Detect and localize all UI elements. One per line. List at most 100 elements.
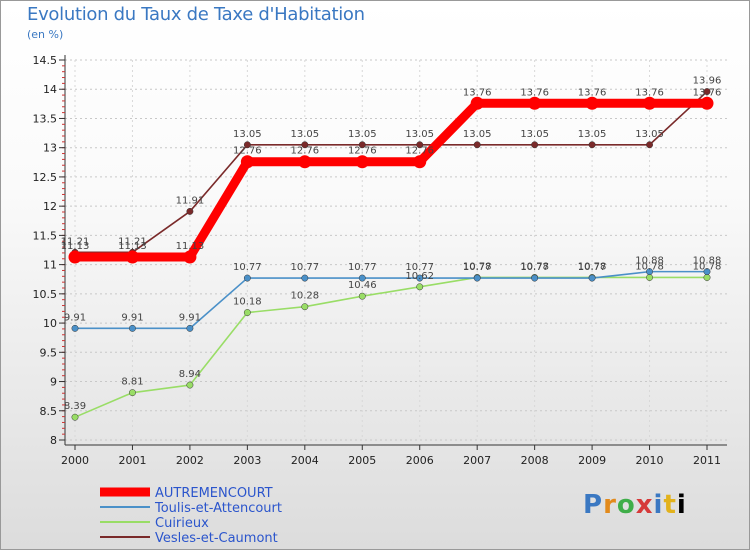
x-tick-label: 2010 xyxy=(636,454,664,467)
data-point xyxy=(186,324,194,332)
data-label: 10.88 xyxy=(635,256,664,267)
data-label: 13.76 xyxy=(578,87,607,98)
data-point xyxy=(413,155,427,169)
data-label: 13.05 xyxy=(290,129,319,140)
data-label: 10.77 xyxy=(463,262,492,273)
data-label: 10.62 xyxy=(405,271,434,282)
y-tick-label: 9.5 xyxy=(40,346,58,359)
data-label: 12.76 xyxy=(405,146,434,157)
data-point xyxy=(129,389,136,397)
data-point xyxy=(186,207,194,215)
data-label: 11.21 xyxy=(61,236,90,247)
data-point xyxy=(240,155,254,169)
data-point xyxy=(358,292,366,300)
data-point xyxy=(703,88,711,96)
series-line xyxy=(74,276,707,418)
legend-label: Cuirieux xyxy=(155,516,209,531)
data-label: 11.13 xyxy=(61,241,90,252)
data-point xyxy=(301,303,309,311)
data-label: 13.05 xyxy=(635,129,664,140)
data-point xyxy=(528,96,542,110)
data-label: 11.91 xyxy=(176,195,205,206)
y-tick-label: 10.5 xyxy=(33,288,58,301)
data-point xyxy=(243,274,251,282)
y-tick-label: 10 xyxy=(43,317,57,330)
series-line xyxy=(75,90,708,254)
data-label: 13.05 xyxy=(233,129,262,140)
data-point xyxy=(588,141,596,149)
x-tick-label: 2005 xyxy=(348,454,376,467)
data-point xyxy=(358,141,366,149)
data-point xyxy=(355,155,369,169)
data-label: 13.76 xyxy=(635,87,664,98)
data-label: 13.96 xyxy=(693,76,722,87)
data-label: 10.28 xyxy=(290,291,319,302)
x-tick-label: 2009 xyxy=(578,454,606,467)
data-label: 10.78 xyxy=(693,261,722,272)
data-point xyxy=(243,309,251,317)
data-label: 13.05 xyxy=(520,129,549,140)
y-tick-label: 11.5 xyxy=(33,229,58,242)
x-tick-label: 2008 xyxy=(521,454,549,467)
data-label: 10.78 xyxy=(635,261,664,272)
data-point xyxy=(416,141,424,149)
data-point xyxy=(301,141,309,149)
legend-label: AUTREMENCOURT xyxy=(155,486,273,501)
y-tick-label: 13 xyxy=(43,142,57,155)
data-point xyxy=(700,96,714,110)
data-point xyxy=(643,96,657,110)
y-tick-label: 13.5 xyxy=(33,112,58,125)
data-label: 13.76 xyxy=(463,87,492,98)
x-tick-label: 2003 xyxy=(233,454,261,467)
data-point xyxy=(243,141,251,149)
data-label: 10.77 xyxy=(233,262,262,273)
data-point xyxy=(588,274,596,282)
data-point xyxy=(129,324,136,332)
data-label: 10.88 xyxy=(693,256,722,267)
data-point xyxy=(183,250,197,264)
data-point xyxy=(68,250,82,264)
data-point xyxy=(186,381,194,389)
data-label: 12.76 xyxy=(233,146,262,157)
y-tick-label: 12.5 xyxy=(33,171,58,184)
data-point xyxy=(646,268,653,276)
data-label: 8.94 xyxy=(179,369,201,380)
y-tick-label: 11 xyxy=(43,259,57,272)
data-point xyxy=(585,96,599,110)
y-tick-label: 8.5 xyxy=(40,405,58,418)
data-label: 10.77 xyxy=(520,262,549,273)
data-point xyxy=(646,141,653,149)
data-label: 13.05 xyxy=(405,129,434,140)
y-tick-label: 14 xyxy=(43,83,57,96)
data-point xyxy=(646,274,653,281)
data-point xyxy=(473,141,481,149)
data-point xyxy=(358,274,366,282)
legend-label: Vesles-et-Caumont xyxy=(155,531,278,546)
data-label: 10.78 xyxy=(463,261,492,272)
data-label: 10.46 xyxy=(348,280,377,291)
x-tick-label: 2002 xyxy=(176,454,204,467)
data-label: 13.05 xyxy=(463,129,492,140)
data-label: 9.91 xyxy=(121,312,143,323)
data-point xyxy=(71,324,79,332)
x-tick-label: 2006 xyxy=(406,454,434,467)
series-line xyxy=(75,98,707,262)
y-tick-label: 8 xyxy=(50,434,57,447)
data-point xyxy=(531,274,539,282)
series-line xyxy=(75,270,707,330)
data-label: 10.78 xyxy=(578,261,607,272)
data-point xyxy=(531,141,539,149)
legend-label: Toulis-et-Attencourt xyxy=(154,501,282,516)
data-label: 13.76 xyxy=(520,87,549,98)
data-label: 8.39 xyxy=(64,401,86,412)
x-tick-label: 2007 xyxy=(463,454,491,467)
data-point xyxy=(473,274,481,282)
data-point xyxy=(298,155,312,169)
data-label: 11.21 xyxy=(118,236,147,247)
data-point xyxy=(416,274,424,282)
y-tick-label: 14.5 xyxy=(33,54,58,67)
data-point xyxy=(71,413,79,421)
data-label: 13.05 xyxy=(348,129,377,140)
data-label: 10.78 xyxy=(520,261,549,272)
